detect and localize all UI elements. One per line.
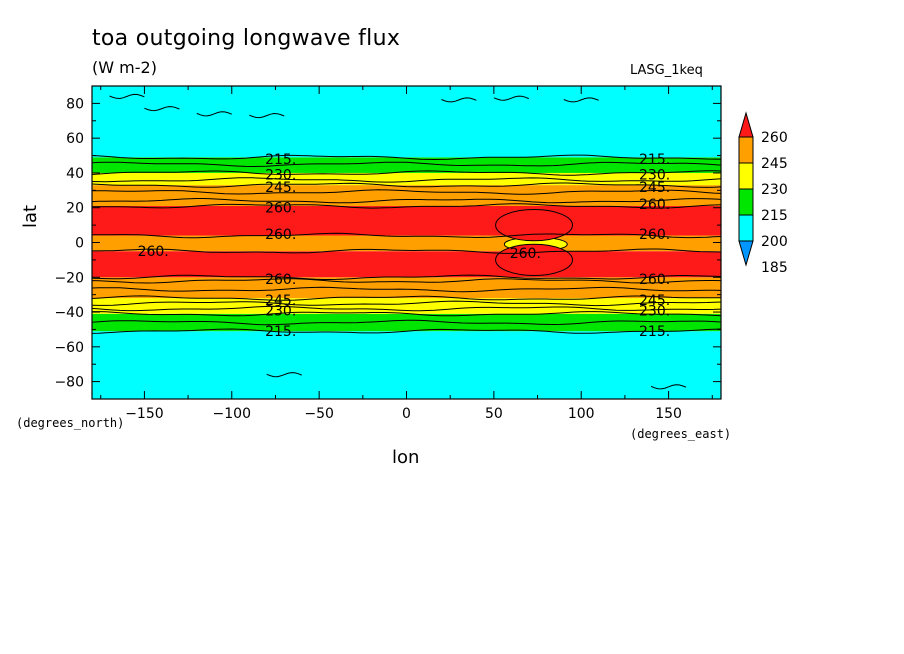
flux-band-1: [92, 313, 721, 332]
colorbar: 260 245 230 215 200 185: [738, 111, 788, 276]
colorbar-label-3: 215: [761, 208, 788, 224]
x-axis-units: (degrees_east): [630, 427, 732, 441]
polar-contour-5: [563, 97, 599, 103]
flux-band-9: [92, 157, 721, 173]
contour-label-0: 215.: [265, 152, 296, 168]
colorbar-segment-1: [738, 162, 754, 190]
y-tick-label-5: −20: [54, 270, 84, 286]
colorbar-max-arrow: [738, 111, 754, 138]
polar-contour-6: [650, 384, 687, 390]
y-tick-label-7: −60: [54, 340, 84, 356]
y-tick-label-2: 40: [66, 166, 84, 182]
polar-contour-0: [144, 106, 180, 112]
contour-label-5: 260.: [138, 244, 169, 260]
y-tick-label-0: 80: [66, 96, 84, 112]
contour-label-7: 245.: [265, 293, 296, 309]
colorbar-label-5: 185: [761, 260, 788, 276]
colorbar-segment-0: [738, 136, 754, 164]
contour-line-4: [92, 300, 721, 307]
contour-label-13: 260.: [639, 197, 670, 213]
flux-band-3: [92, 277, 721, 299]
polar-contour-8: [109, 93, 145, 100]
contour-label-15: 260.: [510, 246, 541, 262]
contour-label-2: 245.: [265, 180, 296, 196]
x-tick-label-1: −100: [213, 406, 251, 422]
y-tick-label-6: −40: [54, 305, 84, 321]
x-tick-label-3: 0: [402, 406, 411, 422]
colorbar-label-1: 245: [761, 156, 788, 172]
colorbar-label-2: 230: [761, 182, 788, 198]
polar-contour-2: [249, 112, 285, 119]
chart-units: (W m-2): [92, 58, 157, 77]
contour-line-17: [92, 161, 721, 168]
contour-label-19: 215.: [639, 324, 670, 340]
axes: −150 −100 −50 0 50 100 150 80 60 40 20 0 −20 −40 −60 −8…: [54, 85, 722, 422]
contour-label-17: 245.: [639, 293, 670, 309]
polar-contour-3: [441, 97, 477, 103]
y-axis-units: (degrees_north): [16, 416, 125, 430]
contour-label-10: 215.: [639, 152, 670, 168]
contour-line-6: [92, 286, 721, 293]
colorbar-label-4: 200: [761, 234, 788, 250]
contour-label-6: 260.: [265, 272, 296, 288]
model-label: LASG_1keq: [630, 63, 703, 78]
y-tick-label-8: −80: [54, 375, 84, 391]
y-tick-label-4: 0: [75, 236, 84, 252]
plot-area: 215.230.245.260.260.260.260.245.230.215.…: [92, 86, 721, 399]
contour-line-15: [92, 177, 721, 183]
contour-label-9: 215.: [265, 324, 296, 340]
x-tick-label-6: 150: [655, 406, 682, 422]
contour-line-7: [92, 278, 721, 284]
contour-label-1: 230.: [265, 168, 296, 184]
colorbar-min-arrow: [738, 240, 754, 267]
contour-line-1: [92, 319, 721, 326]
contour-line-5: [92, 295, 721, 301]
contour-label-12: 245.: [639, 180, 670, 196]
contour-line-13: [92, 189, 721, 195]
polar-contour-4: [493, 95, 529, 101]
flux-anomaly-2: [495, 243, 573, 277]
contour-line-2: [92, 311, 721, 317]
flux-band-4: [92, 251, 721, 278]
flux-band-2: [92, 298, 721, 314]
contour-label-18: 230.: [639, 303, 670, 319]
chart-title: toa outgoing longwave flux: [92, 26, 401, 51]
contour-label-3: 260.: [265, 201, 296, 217]
colorbar-segment-3: [738, 214, 754, 242]
x-axis-label: lon: [392, 447, 420, 468]
contour-line-0: [92, 328, 721, 334]
flux-band-8: [92, 172, 721, 186]
plot-content: 215.230.245.260.260.260.260.245.230.215.…: [92, 86, 721, 399]
contour-line-8: [92, 274, 721, 280]
contour-line-18: [92, 154, 721, 161]
flux-band-7: [92, 185, 721, 206]
x-tick-label-2: −50: [304, 406, 334, 422]
flux-band-6: [92, 205, 721, 236]
colorbar-label-0: 260: [761, 130, 788, 146]
flux-band-10: [92, 86, 721, 158]
contour-line-3: [92, 305, 721, 312]
contour-label-14: 260.: [639, 227, 670, 243]
contour-line-12: [92, 198, 721, 204]
polar-contour-1: [196, 111, 232, 117]
x-tick-label-5: 100: [568, 406, 595, 422]
polar-contour-7: [266, 372, 302, 378]
flux-anomaly-1: [495, 208, 573, 242]
contour-label-4: 260.: [265, 227, 296, 243]
contour-line-9: [92, 248, 721, 254]
contour-line-14: [92, 182, 721, 188]
contour-line-11: [92, 203, 721, 209]
colorbar-segment-2: [738, 188, 754, 216]
x-tick-label-0: −150: [125, 406, 163, 422]
y-tick-label-1: 60: [66, 131, 84, 147]
flux-band-0: [92, 331, 721, 399]
contour-label-8: 230.: [265, 303, 296, 319]
y-tick-label-3: 20: [66, 201, 84, 217]
contour-line-16: [92, 170, 721, 176]
contour-label-16: 260.: [639, 272, 670, 288]
contour-label-11: 230.: [639, 168, 670, 184]
x-tick-label-4: 50: [485, 406, 503, 422]
contour-line-10: [92, 232, 721, 239]
